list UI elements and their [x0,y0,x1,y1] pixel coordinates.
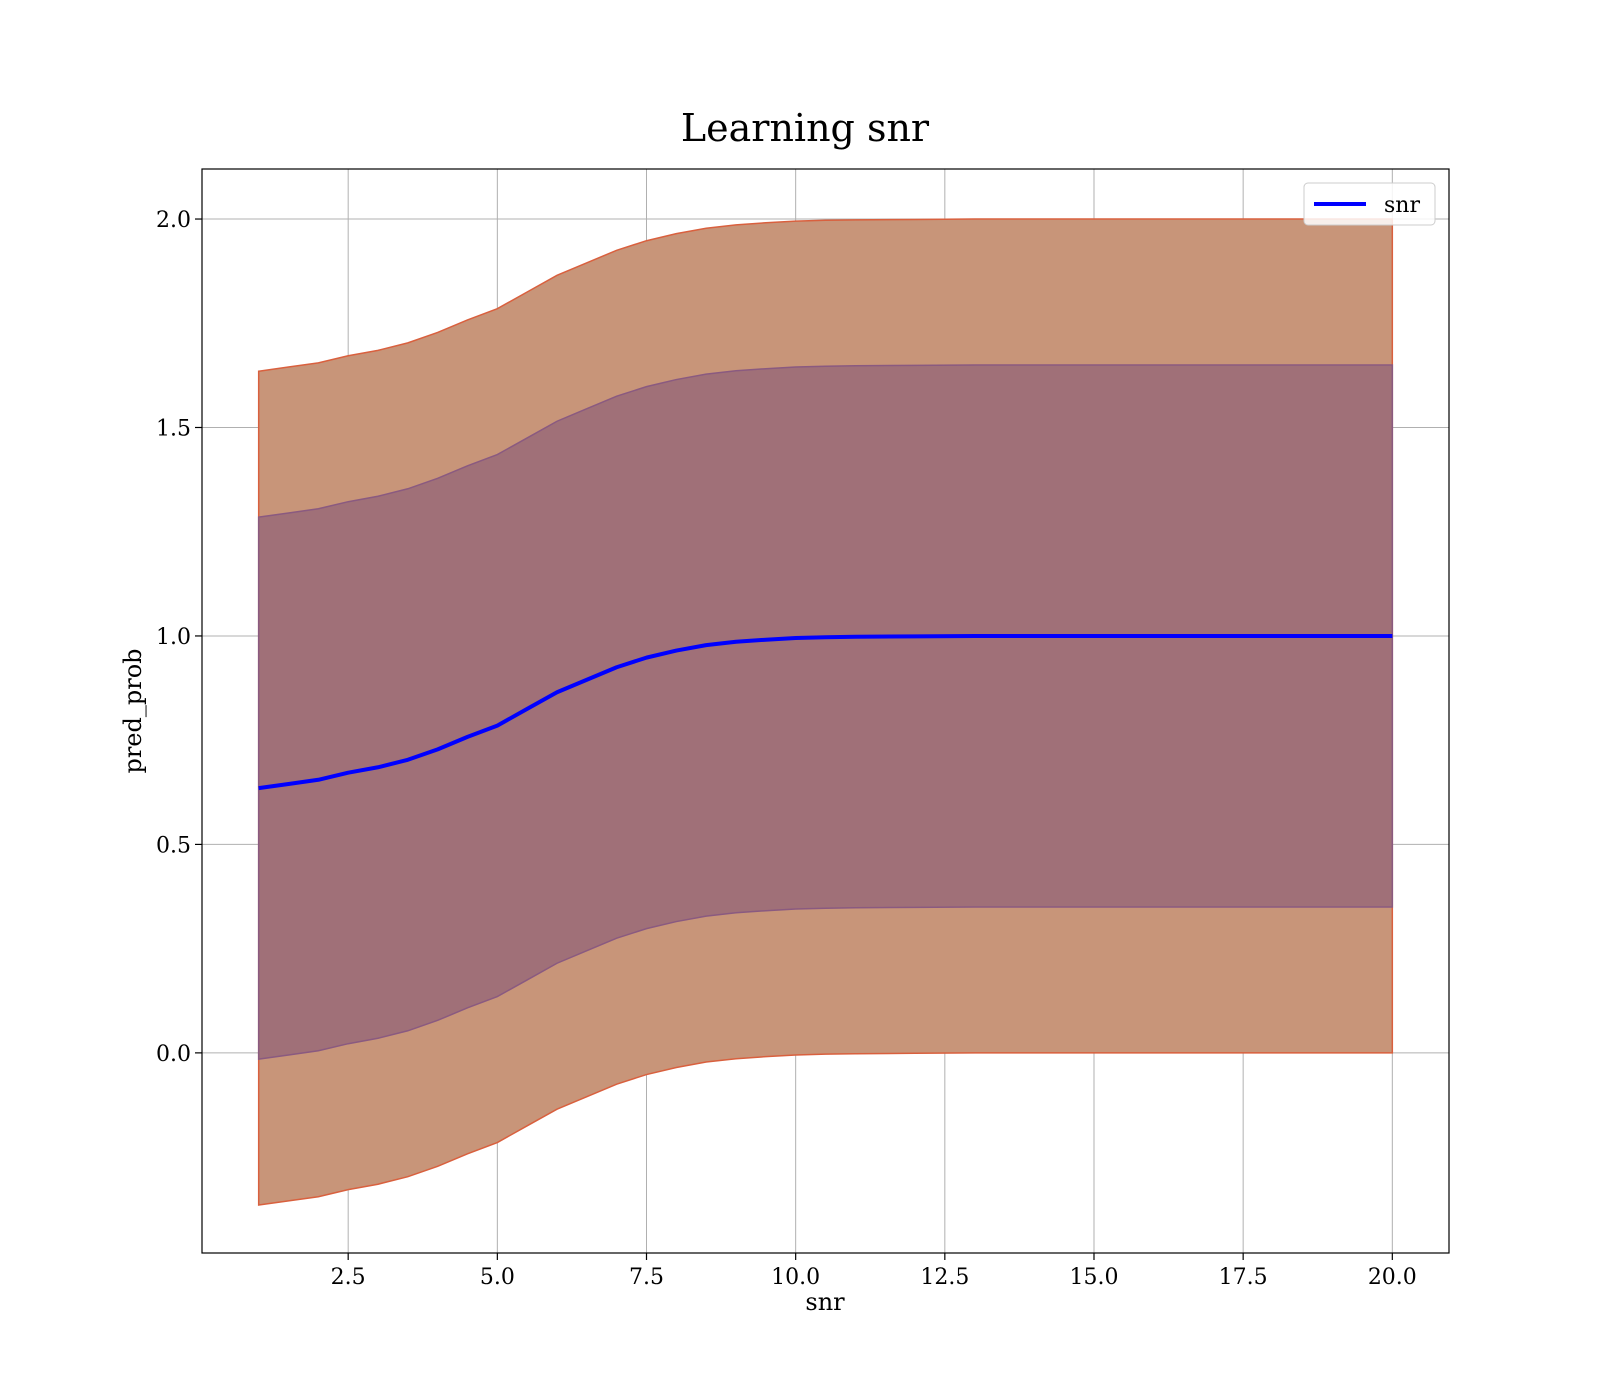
x-tick-label: 20.0 [1368,1265,1417,1290]
x-tick-label: 7.5 [629,1265,664,1290]
x-tick-label: 12.5 [920,1265,969,1290]
x-axis-label: snr [805,1288,845,1316]
chart-title: Learning snr [681,106,930,150]
x-tick-label: 15.0 [1070,1265,1119,1290]
x-tick-label: 10.0 [771,1265,820,1290]
inner-band [257,364,1394,1060]
x-tick-label: 2.5 [331,1265,366,1290]
axis-ticks: 2.5 5.0 7.5 10.0 12.5 15.0 17.5 20.0 0.0 0.5 1.0 1.… [156,208,1417,1290]
y-tick-label: 1.5 [156,416,191,441]
confidence-bands [257,218,1394,1206]
series-line-snr [258,633,1393,791]
legend: snr [1303,182,1436,226]
y-tick-label: 1.0 [156,625,191,650]
x-tick-label: 5.0 [480,1265,515,1290]
y-tick-label: 0.0 [156,1042,191,1067]
y-tick-label: 2.0 [156,208,191,233]
legend-label-snr: snr [1384,193,1420,218]
x-tick-label: 17.5 [1219,1265,1268,1290]
plot-area-frame [201,168,1450,1254]
y-tick-label: 0.5 [156,833,191,858]
series-lines [258,633,1393,791]
legend-box [1303,182,1436,226]
y-axis-label: pred_prob [119,648,147,773]
